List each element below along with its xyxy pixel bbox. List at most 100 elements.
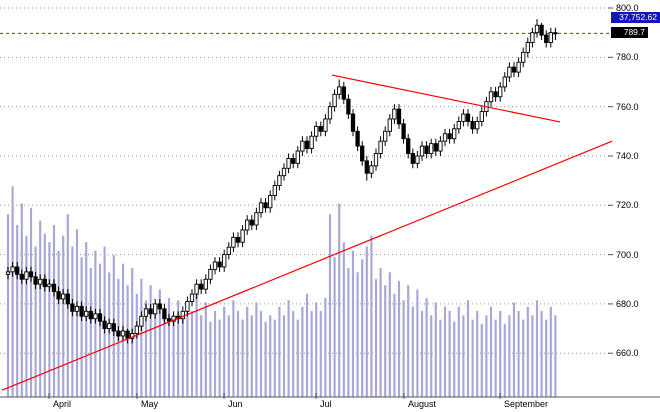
down-candle <box>355 130 360 147</box>
volume-bar <box>89 268 92 397</box>
down-candle <box>235 236 241 243</box>
up-candle <box>309 135 314 150</box>
volume-bar <box>416 289 419 397</box>
up-candle <box>61 293 66 300</box>
up-candle <box>281 167 287 177</box>
down-candle <box>15 266 20 275</box>
x-axis-month-label: April <box>53 399 72 409</box>
up-candle <box>452 128 457 140</box>
volume-bar <box>154 306 157 397</box>
down-candle <box>291 157 296 164</box>
up-candle <box>521 51 526 63</box>
volume-bar <box>43 233 46 397</box>
volume-bar <box>264 321 267 397</box>
down-candle <box>88 310 93 320</box>
volume-bar <box>25 235 28 397</box>
up-candle <box>461 113 466 122</box>
up-candle <box>24 271 29 280</box>
up-candle <box>171 315 176 322</box>
down-candle <box>465 113 471 122</box>
volume-bar <box>213 311 217 397</box>
descending-resistance-trendline <box>331 74 561 123</box>
volume-bar <box>246 306 249 397</box>
volume-bar <box>52 225 56 397</box>
volume-bar <box>342 242 345 397</box>
up-candle <box>383 130 388 142</box>
volume-bar <box>209 321 212 397</box>
volume-bar <box>269 315 272 397</box>
up-candle <box>332 93 337 108</box>
volume-bar <box>453 321 456 397</box>
up-candle <box>245 219 250 231</box>
volume-bar <box>29 207 33 397</box>
volume-bar <box>425 298 428 397</box>
volume-bar <box>471 319 474 397</box>
volume-bar <box>140 278 143 397</box>
up-candle <box>456 120 461 130</box>
up-candle <box>10 266 15 273</box>
x-axis-month-label: Jun <box>228 399 243 409</box>
up-candle <box>93 313 98 320</box>
volume-bar <box>34 246 37 397</box>
volume-bar <box>241 319 244 397</box>
up-candle <box>180 310 185 320</box>
up-candle <box>525 42 530 53</box>
down-candle <box>424 145 429 154</box>
price-tag-upper: 37,752.62 <box>611 12 660 23</box>
volume-bar <box>296 319 299 397</box>
up-candle <box>134 325 139 334</box>
volume-bar <box>351 250 355 397</box>
volume-bar <box>186 306 189 397</box>
down-candle <box>346 98 351 115</box>
up-candle <box>194 283 199 295</box>
volume-bar <box>439 319 442 397</box>
up-candle <box>120 330 126 337</box>
volume-bar <box>200 315 203 397</box>
volume-bar <box>135 293 138 397</box>
up-candle <box>258 202 264 214</box>
volume-bar <box>489 306 493 397</box>
volume-bar <box>430 315 433 397</box>
volume-bar <box>420 311 424 397</box>
down-candle <box>396 108 402 125</box>
up-candle <box>378 140 383 154</box>
volume-bar <box>218 319 221 397</box>
up-candle <box>272 185 277 196</box>
down-candle <box>56 291 61 300</box>
volume-bar <box>319 311 322 397</box>
down-candle <box>33 276 38 285</box>
up-candle <box>203 278 208 290</box>
volume-bar <box>411 306 414 397</box>
up-candle <box>498 86 503 98</box>
volume-bar <box>236 311 240 397</box>
volume-bar <box>388 272 391 397</box>
up-candle <box>153 303 158 315</box>
volume-bar <box>535 300 539 397</box>
volume-bar <box>315 302 318 397</box>
x-axis-month-label: Jul <box>320 399 332 409</box>
up-candle <box>222 254 227 268</box>
volume-bar <box>250 315 253 397</box>
down-candle <box>318 125 323 132</box>
volume-bar <box>80 257 83 397</box>
down-candle <box>249 219 254 226</box>
up-candle <box>300 140 305 152</box>
volume-bar <box>365 246 368 397</box>
volume-bar <box>172 315 175 397</box>
volume-bar <box>384 285 387 397</box>
volume-bar <box>338 203 341 397</box>
y-axis-label: 740.0 <box>616 150 639 161</box>
volume-bar <box>480 323 483 397</box>
down-candle <box>19 273 24 280</box>
down-candle <box>433 143 438 152</box>
price-tag-current: 789.7 <box>611 27 648 38</box>
y-axis-label: 720.0 <box>616 200 639 211</box>
x-axis-month-label: September <box>504 399 549 409</box>
down-candle <box>199 283 204 290</box>
up-candle <box>189 293 195 302</box>
down-candle <box>447 133 452 140</box>
down-candle <box>544 34 549 43</box>
volume-bar <box>457 306 460 397</box>
y-axis-label: 660.0 <box>616 348 639 359</box>
